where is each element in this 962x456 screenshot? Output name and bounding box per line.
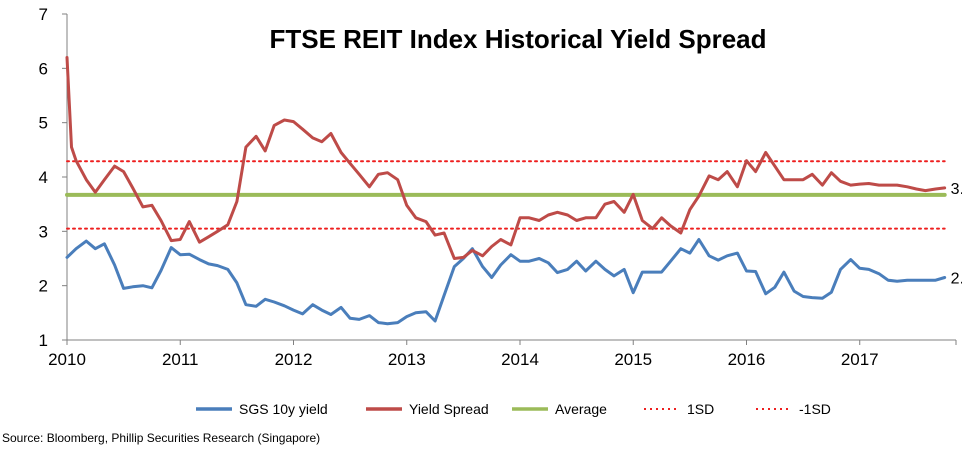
y-tick-label: 3 [39, 222, 48, 241]
y-axis-ticks: 1 2 3 4 5 6 7 [39, 5, 67, 350]
x-axis-ticks: 2010 2011 2012 2013 2014 2015 2016 2017 [48, 340, 957, 369]
legend: SGS 10y yield Yield Spread Average 1SD -1SD [196, 401, 831, 417]
series-end-label: 3.8 [951, 181, 962, 198]
chart-title: FTSE REIT Index Historical Yield Spread [269, 24, 766, 54]
series-line-yield-spread [65, 56, 947, 260]
x-tick-label: 2017 [841, 350, 879, 369]
y-tick-label: 5 [39, 114, 48, 133]
source-note: Source: Bloomberg, Phillip Securities Re… [2, 431, 320, 445]
x-tick-label: 2016 [728, 350, 766, 369]
x-tick-label: 2011 [162, 350, 199, 369]
legend-label: -1SD [799, 401, 831, 417]
y-tick-label: 1 [39, 331, 48, 350]
x-tick-label: 2014 [501, 350, 539, 369]
series-layer [65, 56, 947, 326]
series-end-label: 2.1 [951, 271, 962, 288]
x-tick-label: 2013 [388, 350, 426, 369]
y-tick-label: 6 [39, 59, 48, 78]
plot-area: 1 2 3 4 5 6 7 2010 2011 2012 2013 2014 2015 2016 2017… [39, 5, 962, 369]
y-tick-label: 2 [39, 277, 48, 296]
y-tick-label: 7 [39, 5, 48, 24]
x-tick-label: 2015 [614, 350, 652, 369]
legend-label: Yield Spread [409, 401, 489, 417]
end-labels: 2.1 3.8 [951, 181, 962, 288]
y-tick-label: 4 [39, 168, 48, 187]
legend-label: SGS 10y yield [239, 401, 328, 417]
x-tick-label: 2012 [275, 350, 313, 369]
series-line-sgs-10y-yield [65, 238, 947, 326]
legend-label: 1SD [687, 401, 714, 417]
x-tick-label: 2010 [48, 350, 86, 369]
legend-label: Average [555, 401, 607, 417]
